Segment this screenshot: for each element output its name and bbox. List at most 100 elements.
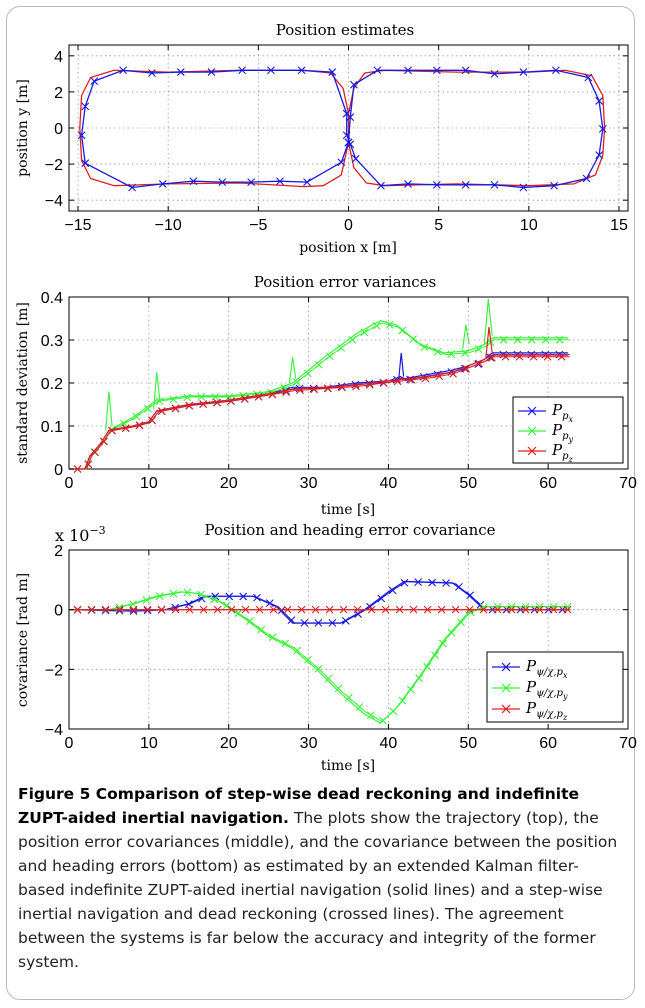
plot2-series-ppy-marker [360, 328, 369, 337]
y-tick-label: 2 [54, 85, 63, 102]
plot1-series [77, 66, 607, 192]
figure-plots: Position estimates −15 −10 −5 0 5 10 15 −4 −2 0 2 4… [15, 21, 637, 774]
x-tick-label: 60 [539, 735, 557, 752]
plot3-series-ppz-marker [73, 605, 82, 614]
plot2-series-ppz-marker [199, 400, 208, 409]
plot3-series-ppz-marker [227, 605, 236, 614]
plot2-series-ppy-marker [420, 343, 429, 351]
plot1-series-blue-1-marker [337, 158, 346, 167]
plot3-series-ppz-marker [101, 605, 110, 614]
plot1-series-blue-1-marker [346, 113, 355, 122]
plot2-series-ppz-crossed-line [70, 356, 570, 470]
plot2-series-ppz-marker [213, 398, 221, 407]
plot3-series-ppz-marker [521, 605, 530, 614]
plot3-series-ppy-marker [415, 674, 423, 683]
plot2-series-ppz-marker [379, 379, 388, 387]
plot3-series-ppz-marker [199, 605, 208, 614]
plot3-xlabel: time [s] [321, 758, 375, 774]
plot1-series-blue-1-marker [189, 177, 198, 186]
plot2-series-ppy-marker [314, 360, 323, 369]
plot1-ylabel: position y [m] [15, 79, 31, 177]
plot2-series-ppz-marker [73, 465, 82, 473]
plot3-series-ppz-marker [115, 605, 124, 614]
plot1-series-blue-1-marker [550, 181, 558, 190]
plot3-series-ppz-marker [269, 605, 278, 614]
plot3-series-ppy-marker [366, 711, 375, 720]
plot2-series-ppy-marker [132, 412, 141, 421]
plot3-series-ppz-marker [171, 605, 180, 614]
y-tick-label: 0 [54, 121, 63, 138]
plot2-series-ppy-marker [197, 393, 206, 401]
plot3-series-ppz-marker [157, 605, 166, 614]
plot2-series-ppz-marker [268, 390, 277, 399]
plot3-series-ppy-marker [314, 664, 323, 673]
plot3-scale-label: x 10−3 [55, 524, 106, 545]
plot2-series-ppz-marker [91, 448, 99, 457]
plot3-series-ppx-marker [225, 592, 234, 601]
plot1-series-blue-1-marker [432, 66, 441, 75]
plot1-series-blue-1-marker [267, 66, 275, 75]
plot1-series-blue-1-marker [519, 68, 528, 76]
y-tick-label: −4 [45, 722, 63, 739]
plot2-series-ppy-marker [183, 393, 192, 402]
plot2-series-ppz-marker [157, 407, 166, 416]
plot3-series-ppx-marker [341, 616, 350, 625]
plot1-series-blue-1-marker [247, 178, 256, 187]
y-tick-label: 2 [54, 543, 63, 560]
plot2-spike-3 [398, 352, 405, 379]
plot3-series-ppz-marker [297, 605, 306, 614]
plot2-series-ppy-marker [372, 321, 381, 330]
y-tick-label: 4 [54, 49, 63, 66]
x-tick-label: 40 [380, 475, 398, 492]
x-tick-label: 10 [140, 735, 158, 752]
plot1-series-blue-1-marker [303, 178, 311, 187]
plot1-series-blue-1-marker [490, 180, 499, 189]
plot2-series-ppy-marker [409, 335, 418, 344]
plot3-series-ppx-marker [314, 619, 323, 627]
x-tick-label: 50 [459, 475, 477, 492]
plot1-series-blue-1-marker [404, 180, 412, 188]
plot3-series-ppy-marker [423, 662, 432, 671]
plot3-series-ppz-marker [549, 605, 558, 614]
plot3-series-ppz-marker [311, 605, 320, 614]
plot2-series-ppz-marker [515, 352, 524, 361]
plot2-series-ppz-marker [338, 383, 346, 392]
plot1-series-blue-1-marker [490, 69, 499, 78]
plot1-series-blue-1-marker [158, 180, 167, 188]
plot1-series-blue-1-marker [595, 97, 604, 105]
y-tick-label: −2 [45, 157, 63, 174]
plot3-series-ppz-marker [353, 605, 362, 614]
plot2-series-ppy-marker [169, 395, 178, 404]
plot2-series-ppz-marker [84, 460, 93, 469]
x-tick-label: 10 [140, 475, 158, 492]
plot1-series-blue-1-marker [297, 66, 306, 75]
plot3-series-ppy-marker [355, 703, 364, 711]
plot1-series-blue-1-marker [148, 69, 156, 77]
plot2-series-ppz-marker [352, 382, 360, 391]
plot3-series-ppx-marker [428, 578, 437, 587]
plot2-series-ppy-marker [143, 404, 152, 413]
plot2-series-ppy-marker [385, 321, 394, 329]
plot2-series-ppy-marker [447, 350, 456, 359]
plot2-series-ppy-marker [337, 344, 345, 352]
plot3-series-ppy-marker [142, 596, 151, 605]
plot2-spike-5 [483, 299, 493, 345]
plot3-series-ppz-marker [479, 605, 488, 614]
plot3-series-ppz-marker [213, 605, 222, 614]
plot2-series-ppy-marker [398, 326, 407, 335]
plot2-series [69, 299, 570, 473]
plot3-series-ppz-marker [465, 605, 474, 614]
y-tick-label: −2 [45, 662, 63, 679]
plot2-series-ppz-marker [529, 352, 538, 361]
plot1-series-blue-1-marker [595, 151, 604, 159]
plot2-series-ppz-marker [462, 364, 471, 373]
plot2-series-ppz-marker [487, 353, 496, 362]
plot2-series-ppz-marker [393, 377, 402, 386]
y-tick-label: 0.2 [41, 376, 63, 393]
x-tick-label: 70 [619, 735, 637, 752]
plot3-series-ppz-marker [423, 605, 432, 614]
plot2-series-ppz-marker [421, 374, 430, 383]
plot3-series-ppy-marker [378, 716, 387, 725]
plot1-series-blue-1-marker [128, 183, 137, 192]
plot2-xlabel: time [s] [321, 502, 375, 518]
